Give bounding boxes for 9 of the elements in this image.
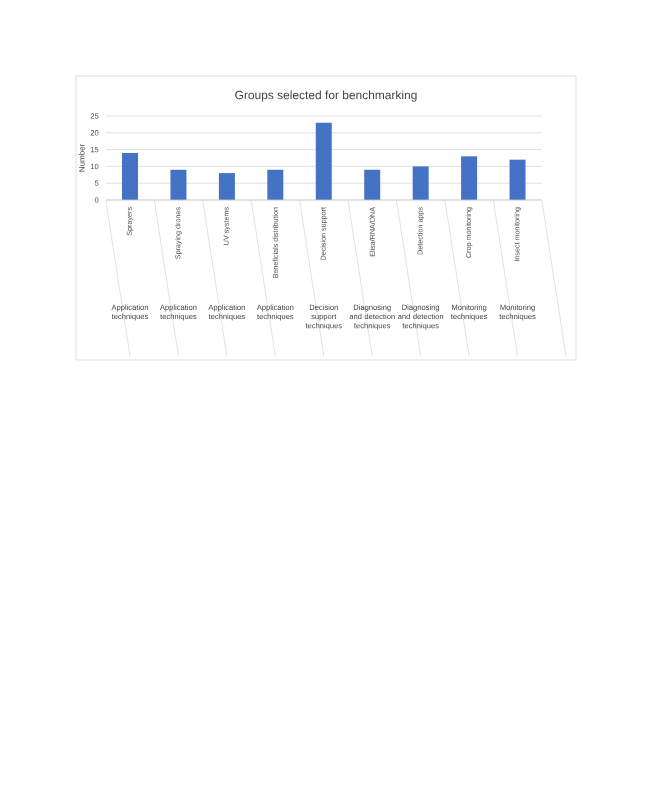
bar	[170, 169, 187, 200]
bar	[267, 169, 284, 200]
bar	[509, 159, 526, 200]
bar	[315, 122, 332, 200]
bar	[122, 152, 138, 200]
bar	[364, 169, 381, 200]
bar	[218, 173, 235, 200]
bar	[412, 166, 429, 200]
bar	[461, 156, 478, 200]
